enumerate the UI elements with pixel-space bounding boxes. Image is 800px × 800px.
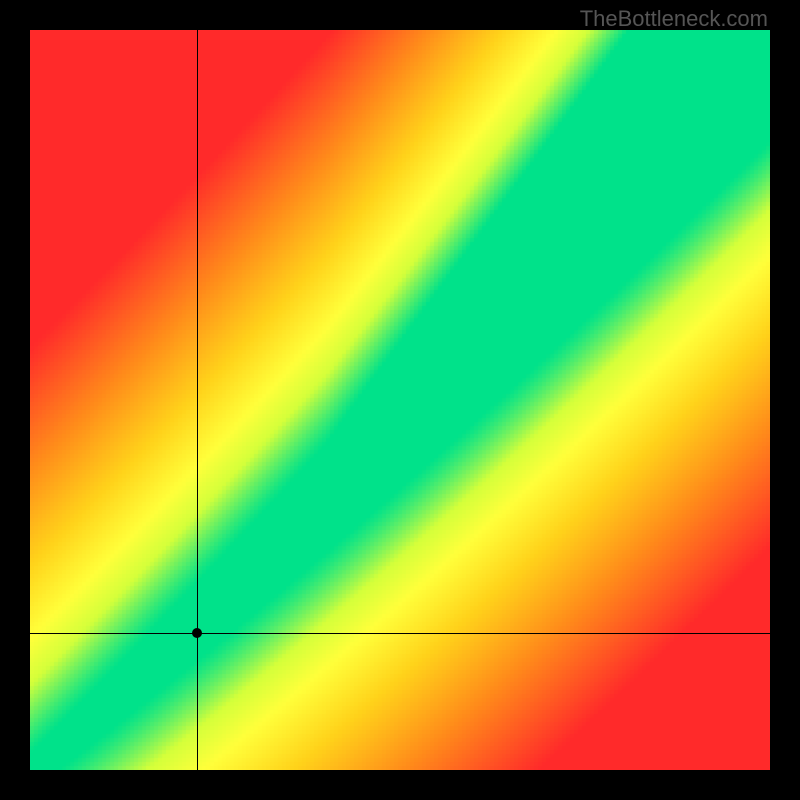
crosshair-point (192, 628, 202, 638)
crosshair-horizontal-line (30, 633, 770, 634)
watermark-text: TheBottleneck.com (580, 6, 768, 32)
bottleneck-heatmap-canvas (30, 30, 770, 770)
heatmap-plot-area (30, 30, 770, 770)
crosshair-vertical-line (197, 30, 198, 770)
